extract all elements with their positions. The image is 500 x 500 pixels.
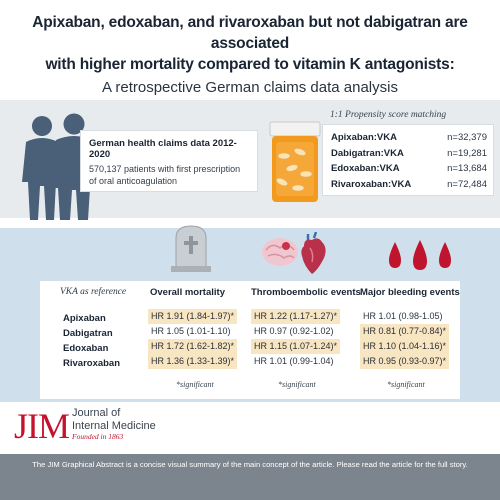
hr-cell: HR 1.22 (1.17-1.27)* — [251, 309, 340, 324]
study-patients: 570,137 patients with first prescription — [89, 164, 241, 174]
journal-founded: Founded in 1863 — [72, 432, 124, 441]
matching-row: Apixaban:VKA n=32,379 — [331, 132, 487, 143]
column-heading-bleeding: Major bleeding events — [360, 287, 460, 298]
significance-note: *significant — [387, 380, 425, 389]
hr-cell: HR 0.81 (0.77-0.84)* — [360, 324, 449, 339]
title-line-2: with higher mortality compared to vitami… — [45, 56, 455, 73]
hr-cell: HR 1.01 (0.99-1.04) — [254, 356, 334, 366]
study-data-box: German health claims data 2012-2020 570,… — [80, 130, 258, 192]
hr-cell: HR 1.15 (1.07-1.24)* — [251, 339, 340, 354]
column-heading-thromboembolic: Thromboembolic events — [251, 287, 361, 298]
hr-cell: HR 1.05 (1.01-1.10) — [151, 326, 231, 336]
reference-label: VKA as reference — [60, 287, 127, 297]
mortality-column: HR 1.91 (1.84-1.97)* HR 1.05 (1.01-1.10)… — [148, 309, 237, 369]
blood-drops-icon — [389, 240, 451, 270]
drug-label: Apixaban — [63, 313, 106, 324]
drug-list: Apixaban Dabigatran Edoxaban Rivaroxaban — [63, 311, 120, 371]
footer: The JIM Graphical Abstract is a concise … — [0, 454, 500, 500]
matching-row: Rivaroxaban:VKA n=72,484 — [331, 178, 487, 190]
hr-cell: HR 1.91 (1.84-1.97)* — [148, 309, 237, 324]
journal-logo: JIM — [14, 406, 70, 446]
title-line-1: Apixaban, edoxaban, and rivaroxaban but … — [32, 14, 468, 52]
significance-note: *significant — [176, 380, 214, 389]
hr-cell: HR 1.36 (1.33-1.39)* — [148, 354, 237, 369]
drug-label: Dabigatran — [63, 328, 113, 339]
matching-row: Dabigatran:VKA n=19,281 — [331, 147, 487, 159]
thromboembolic-column: HR 1.22 (1.17-1.27)* HR 0.97 (0.92-1.02)… — [251, 309, 340, 369]
matching-table: Apixaban:VKA n=32,379 Dabigatran:VKA n=1… — [322, 124, 494, 196]
study-title: German health claims data 2012-2020 — [89, 138, 237, 160]
brain-heart-icon — [262, 232, 326, 274]
matching-row: Edoxaban:VKA n=13,684 — [331, 163, 487, 174]
header: Apixaban, edoxaban, and rivaroxaban but … — [10, 12, 490, 99]
subtitle: A retrospective German claims data analy… — [102, 79, 398, 96]
drug-label: Rivaroxaban — [63, 358, 121, 369]
hr-cell: HR 1.10 (1.04-1.16)* — [360, 339, 449, 354]
pill-bottle-icon — [269, 121, 321, 202]
footer-text: The JIM Graphical Abstract is a concise … — [32, 460, 468, 469]
matching-label: 1:1 Propensity score matching — [330, 110, 447, 120]
bleeding-column: HR 1.01 (0.98-1.05) HR 0.81 (0.77-0.84)*… — [360, 309, 449, 369]
column-heading-mortality: Overall mortality — [150, 287, 225, 298]
drug-label: Edoxaban — [63, 343, 109, 354]
study-patients-cont: of oral anticoagulation — [89, 176, 178, 186]
significance-note: *significant — [278, 380, 316, 389]
hr-cell: HR 1.72 (1.62-1.82)* — [148, 339, 237, 354]
hr-cell: HR 0.97 (0.92-1.02) — [254, 326, 334, 336]
hr-cell: HR 0.95 (0.93-0.97)* — [360, 354, 449, 369]
gravestone-icon — [171, 225, 211, 272]
journal-name: Journal of Internal Medicine — [72, 407, 156, 432]
hr-cell: HR 1.01 (0.98-1.05) — [363, 311, 443, 321]
